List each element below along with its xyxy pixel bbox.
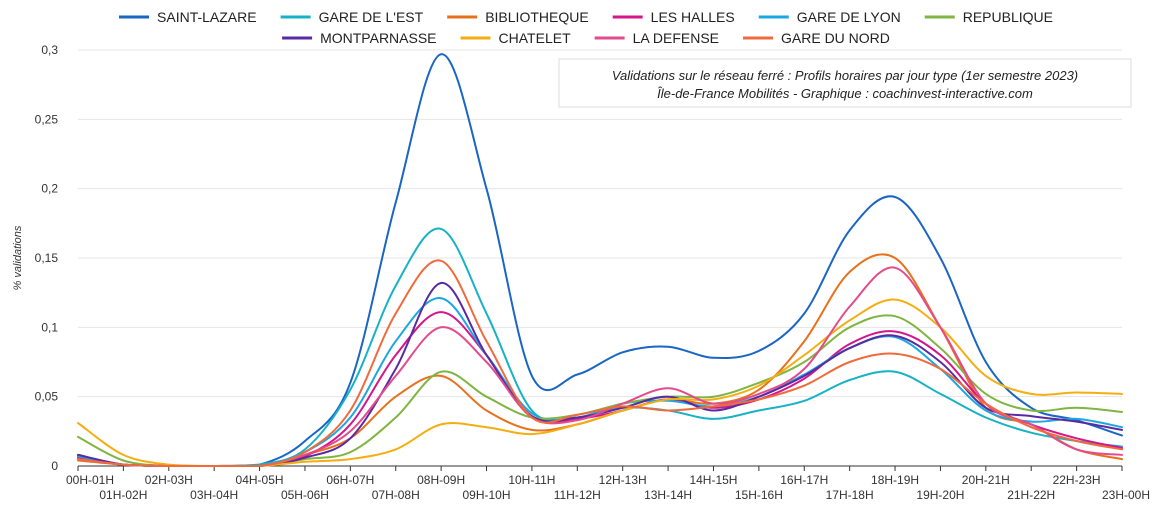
- x-tick-label: 18H-19H: [871, 473, 919, 487]
- x-tick-label: 06H-07H: [326, 473, 374, 487]
- x-tick-label: 05H-06H: [281, 488, 329, 502]
- y-tick-label: 0,2: [41, 182, 58, 196]
- x-tick-label: 03H-04H: [190, 488, 238, 502]
- grid-layer: [78, 49, 1122, 398]
- x-tick-label: 22H-23H: [1053, 473, 1101, 487]
- series-line-gare-de-l-est: [77, 227, 1123, 467]
- legend-label-chatelet: CHATELET: [499, 30, 572, 46]
- legend-label-gare-du-nord: GARE DU NORD: [781, 30, 890, 46]
- x-tick-label: 10H-11H: [508, 473, 555, 487]
- x-tick-label: 17H-18H: [826, 488, 874, 502]
- x-tick-label: 09H-10H: [463, 488, 511, 502]
- axis-layer: 0 0,05 0,1 0,15 0,2 0,25 0,3 00H-01H01H-02H02H-…: [35, 43, 1150, 502]
- x-tick-label: 00H-01H: [66, 473, 114, 487]
- x-tick-label: 02H-03H: [145, 473, 193, 487]
- series-layer: [77, 53, 1123, 467]
- annotation-line-2: Île-de-France Mobilités - Graphique : co…: [657, 86, 1033, 101]
- legend-label-republique: REPUBLIQUE: [963, 9, 1053, 25]
- x-tick-label: 13H-14H: [644, 488, 692, 502]
- x-tick-label: 12H-13H: [599, 473, 647, 487]
- series-line-republique: [77, 314, 1123, 467]
- x-tick-label: 20H-21H: [962, 473, 1010, 487]
- x-tick-label: 16H-17H: [780, 473, 828, 487]
- x-tick-label: 07H-08H: [372, 488, 420, 502]
- legend-label-les-halles: LES HALLES: [651, 9, 735, 25]
- legend-label-gare-de-l-est: GARE DE L'EST: [319, 9, 424, 25]
- y-tick-label: 0,25: [35, 112, 59, 126]
- legend-label-gare-de-lyon: GARE DE LYON: [797, 9, 901, 25]
- x-tick-label: 04H-05H: [236, 473, 284, 487]
- legend-label-la-defense: LA DEFENSE: [633, 30, 719, 46]
- legend-label-bibliotheque: BIBLIOTHEQUE: [485, 9, 588, 25]
- x-tick-label: 11H-12H: [554, 488, 601, 502]
- x-tick-label: 15H-16H: [735, 488, 783, 502]
- x-tick-label: 21H-22H: [1007, 488, 1055, 502]
- series-line-saint-lazare: [77, 53, 1123, 467]
- y-tick-label: 0,1: [41, 320, 58, 334]
- series-line-gare-du-nord: [77, 259, 1123, 467]
- legend: SAINT-LAZARE GARE DE L'EST BIBLIOTHEQUE LES…: [119, 9, 1053, 46]
- x-tick-label: 23H-00H: [1102, 488, 1150, 502]
- y-axis-label: % validations: [12, 225, 24, 290]
- y-tick-label: 0,3: [41, 43, 58, 57]
- annotation-box: [558, 58, 1132, 108]
- y-tick-label: 0,15: [35, 251, 59, 265]
- series-line-bibliotheque: [77, 253, 1123, 467]
- legend-label-montparnasse: MONTPARNASSE: [320, 30, 436, 46]
- x-tick-label: 19H-20H: [916, 488, 964, 502]
- series-line-la-defense: [77, 266, 1123, 467]
- x-tick-label: 14H-15H: [689, 473, 737, 487]
- annotation-line-1: Validations sur le réseau ferré : Profil…: [612, 68, 1078, 83]
- x-tick-label: 08H-09H: [417, 473, 465, 487]
- y-tick-label: 0,05: [35, 390, 59, 404]
- x-tick-label: 01H-02H: [99, 488, 147, 502]
- y-tick-label: 0: [51, 459, 58, 473]
- legend-label-saint-lazare: SAINT-LAZARE: [157, 9, 257, 25]
